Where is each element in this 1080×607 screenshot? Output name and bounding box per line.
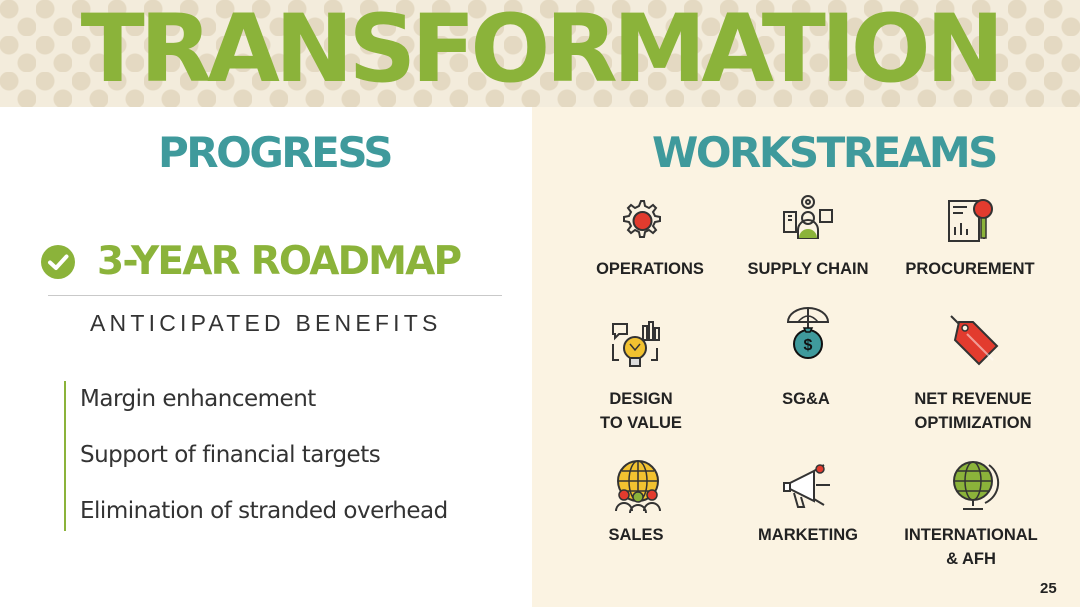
document-magnifier-icon: [948, 199, 993, 242]
workstream-supply-chain: SUPPLY CHAIN: [723, 257, 893, 281]
svg-text:$: $: [804, 337, 813, 354]
benefits-accent-bar: [64, 381, 66, 531]
workstream-label-line2: OPTIMIZATION: [914, 414, 1032, 432]
workstream-net-revenue-optimization: NET REVENUE OPTIMIZATION: [888, 387, 1058, 435]
workstream-label: SUPPLY CHAIN: [747, 260, 869, 278]
workstream-label: PROCUREMENT: [905, 260, 1035, 278]
workstream-label: NET REVENUE: [914, 390, 1032, 408]
workstream-design-to-value: DESIGN TO VALUE: [556, 387, 726, 435]
gear-icon: [623, 200, 661, 238]
page-number: 25: [1040, 580, 1057, 597]
workstream-label-line2: TO VALUE: [600, 414, 682, 432]
workstream-marketing: MARKETING: [723, 523, 893, 547]
workstream-label: OPERATIONS: [596, 260, 704, 278]
supply-chain-icon: [783, 195, 833, 239]
workstream-label: INTERNATIONAL: [904, 526, 1038, 544]
divider: [48, 295, 502, 296]
progress-title: PROGRESS: [158, 128, 393, 177]
workstream-procurement: PROCUREMENT: [885, 257, 1055, 281]
header-banner: TRANSFORMATION: [0, 0, 1080, 107]
workstream-operations: OPERATIONS: [565, 257, 735, 281]
roadmap-title: 3-YEAR ROADMAP: [97, 239, 462, 284]
workstream-label-line2: & AFH: [946, 550, 996, 568]
money-bag-umbrella-icon: $: [786, 307, 830, 359]
benefits-heading: ANTICIPATED BENEFITS: [90, 310, 442, 336]
workstream-international-afh: INTERNATIONAL & AFH: [886, 523, 1056, 571]
workstreams-title: WORKSTREAMS: [652, 128, 998, 177]
lightbulb-chart-icon: [612, 321, 660, 367]
workstream-label: DESIGN: [609, 390, 673, 408]
workstream-label: SALES: [608, 526, 664, 544]
globe-people-icon: [615, 460, 661, 514]
megaphone-icon: [783, 464, 830, 508]
benefit-item: Margin enhancement: [80, 386, 316, 412]
slide-title: TRANSFORMATION: [80, 0, 1005, 104]
globe-stand-icon: [953, 461, 1000, 510]
workstream-sga: SG&A: [721, 387, 891, 411]
benefit-item: Elimination of stranded overhead: [80, 498, 448, 524]
price-tag-icon: [950, 315, 999, 366]
benefit-item: Support of financial targets: [80, 442, 381, 468]
workstream-sales: SALES: [551, 523, 721, 547]
workstream-label: MARKETING: [758, 526, 858, 544]
workstream-label: SG&A: [782, 390, 830, 408]
checkmark-icon: [41, 245, 75, 279]
